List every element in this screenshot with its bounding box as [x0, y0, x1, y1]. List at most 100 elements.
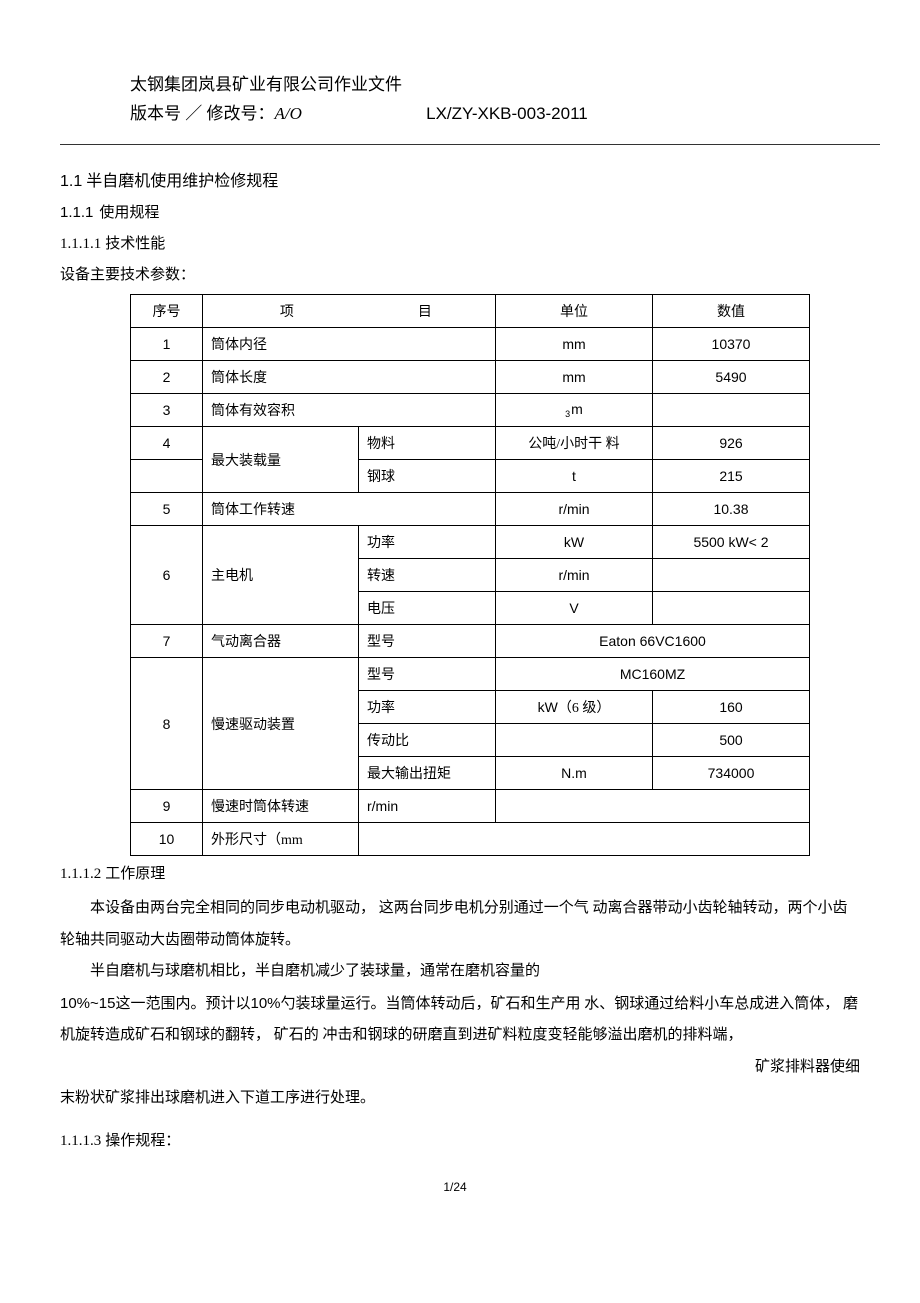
- p3-b: 这一范围内。预计以: [115, 996, 250, 1012]
- cell-value-merged: [496, 790, 810, 823]
- cell-sub: 钢球: [359, 460, 496, 493]
- table-row: 1 筒体内径 mm 10370: [131, 328, 810, 361]
- cell-seq: [131, 460, 203, 493]
- paragraph-1: 本设备由两台完全相同的同步电动机驱动， 这两台同步电机分别通过一个气 动离合器带…: [60, 893, 860, 956]
- cell-sub: 功率: [359, 526, 496, 559]
- paragraph-2: 半自磨机与球磨机相比，半自磨机减少了装球量，通常在磨机容量的: [60, 956, 860, 988]
- table-row: 8 慢速驱动装置 型号 MC160MZ: [131, 658, 810, 691]
- th-item-2: 目: [363, 301, 487, 321]
- cell-item: 筒体长度: [203, 361, 496, 394]
- cell-value: 500: [653, 724, 810, 757]
- table-row: 7 气动离合器 型号 Eaton 66VC1600: [131, 625, 810, 658]
- cell-sub: 物料: [359, 427, 496, 460]
- table-row: 9 慢速时筒体转速 r/min: [131, 790, 810, 823]
- version-value: A/O: [275, 104, 302, 123]
- cell-item: 主电机: [203, 526, 359, 625]
- cell-unit: 公吨/小时干 料: [496, 427, 653, 460]
- p3-pct: 10%: [250, 995, 280, 1012]
- version-line: 版本号 ／ 修改号：A/O LX/ZY-XKB-003-2011: [130, 99, 850, 124]
- cell-value: 734000: [653, 757, 810, 790]
- cell-item: 筒体工作转速: [203, 493, 496, 526]
- table-row: 6 主电机 功率 kW 5500 kW< 2: [131, 526, 810, 559]
- company-header: 太钢集团岚县矿业有限公司作业文件: [130, 70, 850, 95]
- cell-item: 最大装载量: [203, 427, 359, 493]
- cell-value: 160: [653, 691, 810, 724]
- cell-seq: 8: [131, 658, 203, 790]
- th-value: 数值: [653, 295, 810, 328]
- param-label: 设备主要技术参数：: [60, 263, 850, 284]
- header-divider: [60, 144, 880, 145]
- cell-unit: mm: [496, 361, 653, 394]
- page-number: 1/24: [60, 1180, 850, 1194]
- cell-sub: 型号: [359, 625, 496, 658]
- cell-value: 926: [653, 427, 810, 460]
- spec-table: 序号 项 目 单位 数值 1 筒体内径 mm 10370 2 筒体长度 mm 5…: [130, 294, 810, 856]
- heading-3a: 1.1.1.1技术性能: [60, 232, 850, 253]
- cell-sub: 型号: [359, 658, 496, 691]
- cell-value: 10.38: [653, 493, 810, 526]
- cell-unit: kW（6 级）: [496, 691, 653, 724]
- heading-2-number: 1.1.1: [60, 204, 93, 221]
- cell-seq: 5: [131, 493, 203, 526]
- cell-rest-merged: [359, 823, 810, 856]
- cell-unit: r/min: [496, 559, 653, 592]
- p3-range: 10%~15: [60, 995, 115, 1012]
- cell-unit: t: [496, 460, 653, 493]
- heading-3a-number: 1.1.1.1: [60, 236, 101, 252]
- cell-unit: r/min: [496, 493, 653, 526]
- paragraph-4: 末粉状矿浆排出球磨机进入下道工序进行处理。: [60, 1083, 860, 1115]
- heading-3b-text: 工作原理: [105, 866, 165, 882]
- cell-value: 215: [653, 460, 810, 493]
- heading-3c-number: 1.1.1.3: [60, 1133, 101, 1149]
- heading-1: 1.1半自磨机使用维护检修规程: [60, 167, 850, 191]
- cell-seq: 2: [131, 361, 203, 394]
- cell-value-merged: Eaton 66VC1600: [496, 625, 810, 658]
- cell-item: 慢速时筒体转速: [203, 790, 359, 823]
- cell-seq: 4: [131, 427, 203, 460]
- th-item-1: 项: [211, 301, 363, 321]
- version-label: 版本号 ／ 修改号：: [130, 104, 275, 123]
- heading-2-text: 使用规程: [99, 205, 159, 221]
- paragraph-3-split: 矿浆排料器使细: [60, 1052, 860, 1084]
- table-row: 10 外形尺寸（mm: [131, 823, 810, 856]
- table-row: 2 筒体长度 mm 5490: [131, 361, 810, 394]
- th-unit: 单位: [496, 295, 653, 328]
- th-seq: 序号: [131, 295, 203, 328]
- cell-item: 气动离合器: [203, 625, 359, 658]
- table-row: 4 最大装载量 物料 公吨/小时干 料 926: [131, 427, 810, 460]
- heading-3b-number: 1.1.1.2: [60, 866, 101, 882]
- p3-right: 矿浆排料器使细: [755, 1052, 860, 1084]
- cell-unit: N.m: [496, 757, 653, 790]
- cell-item: 筒体有效容积: [203, 394, 496, 427]
- cell-value-merged: MC160MZ: [496, 658, 810, 691]
- cell-unit: 3m: [496, 394, 653, 427]
- cell-item: 外形尺寸（mm: [203, 823, 359, 856]
- heading-3b: 1.1.1.2工作原理: [60, 862, 850, 883]
- heading-3a-text: 技术性能: [105, 236, 165, 252]
- table-row: 3 筒体有效容积 3m: [131, 394, 810, 427]
- document-number: LX/ZY-XKB-003-2011: [426, 104, 588, 123]
- cell-unit: kW: [496, 526, 653, 559]
- cell-seq: 9: [131, 790, 203, 823]
- cell-value: 5490: [653, 361, 810, 394]
- th-item: 项 目: [203, 295, 496, 328]
- cell-value: [653, 394, 810, 427]
- heading-1-text: 半自磨机使用维护检修规程: [86, 173, 278, 190]
- cell-value: 5500 kW< 2: [653, 526, 810, 559]
- cell-sub: r/min: [359, 790, 496, 823]
- heading-3c: 1.1.1.3操作规程：: [60, 1129, 850, 1150]
- cell-item: 慢速驱动装置: [203, 658, 359, 790]
- cell-unit: V: [496, 592, 653, 625]
- heading-1-number: 1.1: [60, 173, 82, 190]
- cell-seq: 7: [131, 625, 203, 658]
- cell-value: 10370: [653, 328, 810, 361]
- heading-3c-text: 操作规程：: [105, 1133, 180, 1149]
- cell-sub: 转速: [359, 559, 496, 592]
- cell-seq: 1: [131, 328, 203, 361]
- table-row: 5 筒体工作转速 r/min 10.38: [131, 493, 810, 526]
- cell-item: 筒体内径: [203, 328, 496, 361]
- cell-sub: 传动比: [359, 724, 496, 757]
- cell-value: [653, 559, 810, 592]
- cell-seq: 3: [131, 394, 203, 427]
- cell-sub: 电压: [359, 592, 496, 625]
